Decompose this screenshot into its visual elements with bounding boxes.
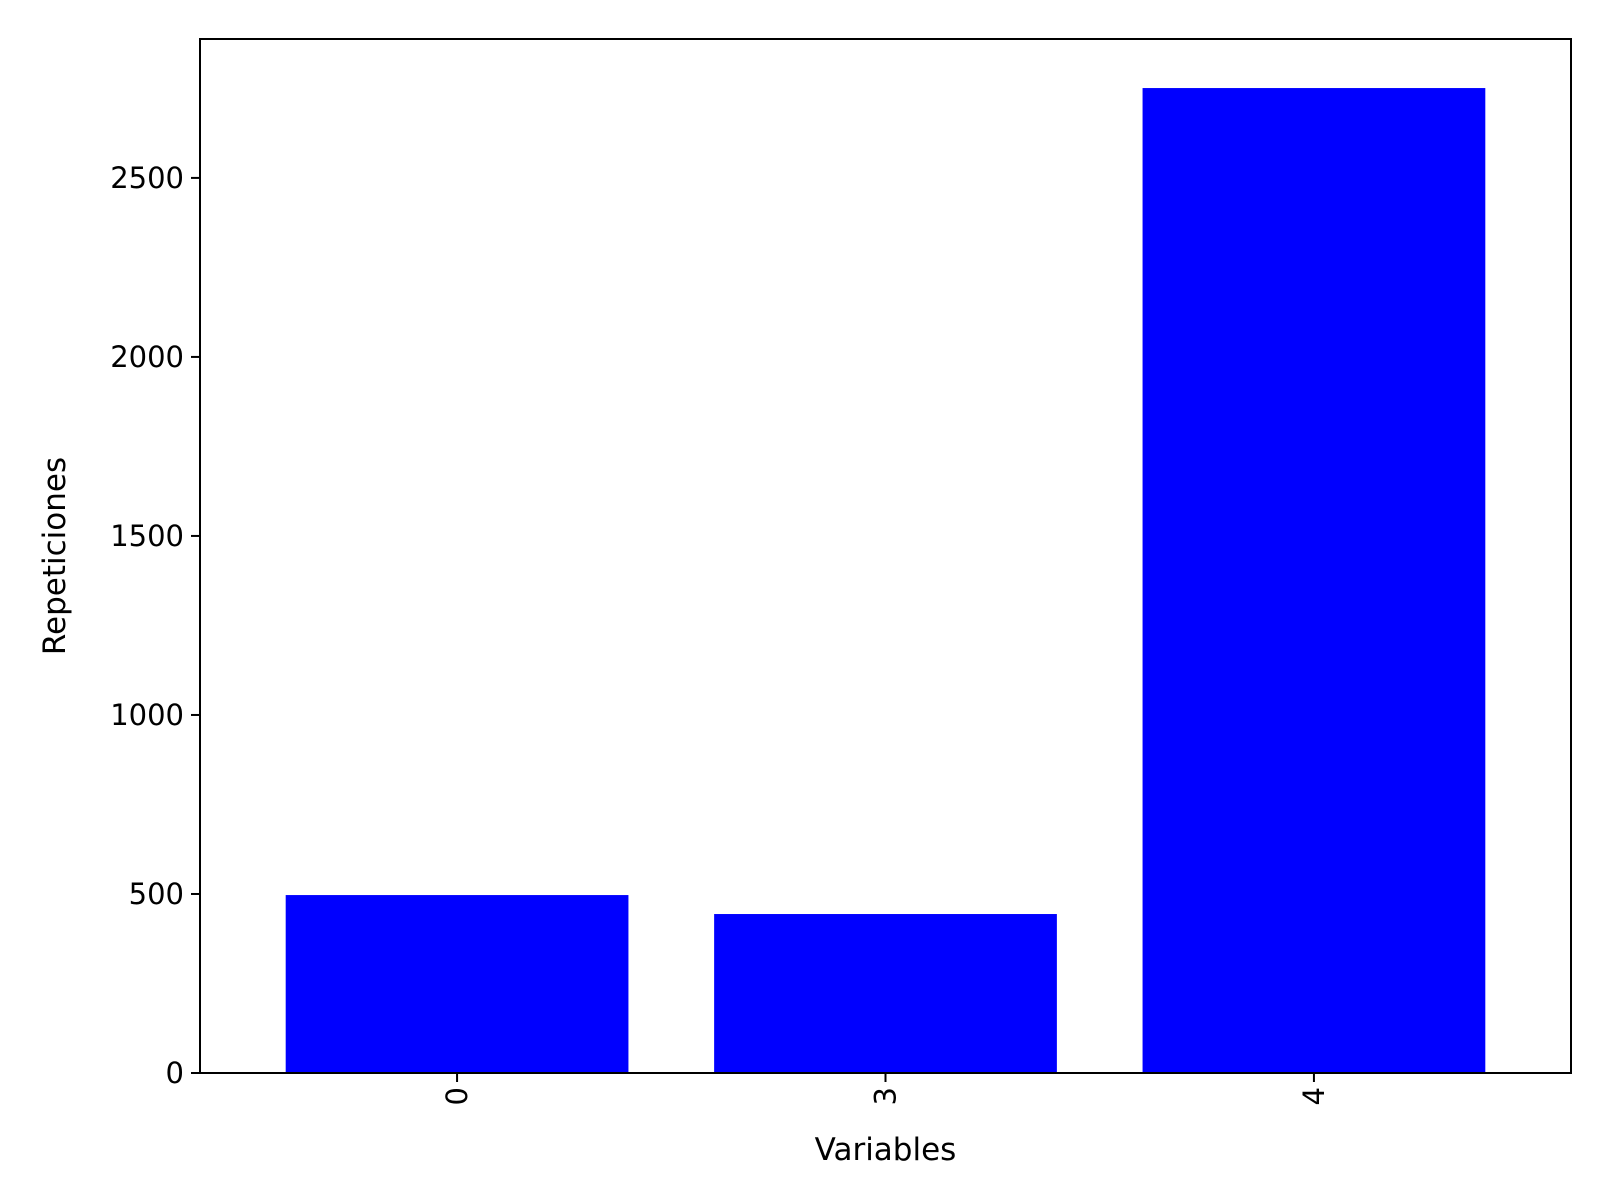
- x-tick-label-3: 3: [869, 1087, 903, 1105]
- y-tick-label-1500: 1500: [110, 519, 184, 553]
- x-tick-label-0: 0: [440, 1087, 474, 1105]
- y-tick-label-2500: 2500: [110, 161, 184, 195]
- y-tick-label-1000: 1000: [110, 698, 184, 732]
- y-axis-ticks: 0 500 1000 1500 2000 2500: [110, 161, 200, 1090]
- bar-4: [1142, 88, 1486, 1074]
- x-axis-ticks: 0 3 4: [440, 1073, 1331, 1105]
- y-axis-label: Repeticiones: [37, 457, 73, 655]
- x-tick-label-4: 4: [1297, 1087, 1331, 1105]
- y-tick-label-0: 0: [166, 1056, 184, 1090]
- x-axis-label: Variables: [815, 1132, 957, 1168]
- bar-0: [285, 895, 629, 1073]
- y-tick-label-500: 500: [129, 877, 184, 911]
- bars-layer: [285, 88, 1486, 1074]
- y-tick-label-2000: 2000: [110, 340, 184, 374]
- plot-area-frame: [199, 38, 1572, 1074]
- bar-3: [714, 914, 1057, 1073]
